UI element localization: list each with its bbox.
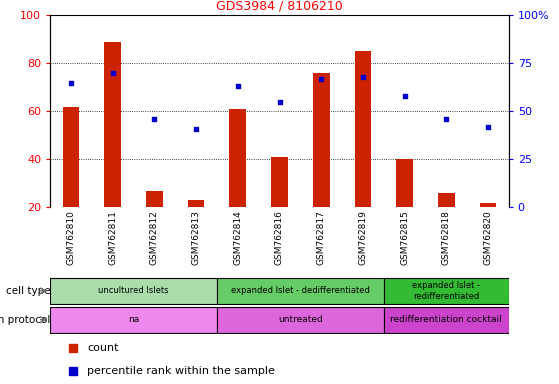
Text: redifferentiation cocktail: redifferentiation cocktail bbox=[390, 315, 502, 324]
Point bbox=[358, 74, 367, 80]
Bar bbox=[188, 200, 205, 207]
Point bbox=[192, 126, 201, 132]
Point bbox=[484, 124, 492, 130]
Text: na: na bbox=[128, 315, 139, 324]
Bar bbox=[396, 159, 413, 207]
Bar bbox=[217, 307, 383, 333]
Bar bbox=[146, 190, 163, 207]
Text: expanded Islet - dedifferentiated: expanded Islet - dedifferentiated bbox=[231, 286, 369, 295]
Bar bbox=[271, 157, 288, 207]
Text: untreated: untreated bbox=[278, 315, 323, 324]
Bar bbox=[354, 51, 371, 207]
Bar bbox=[63, 107, 79, 207]
Bar bbox=[105, 42, 121, 207]
Bar bbox=[230, 109, 246, 207]
Bar bbox=[383, 278, 509, 304]
Title: GDS3984 / 8106210: GDS3984 / 8106210 bbox=[216, 0, 343, 13]
Text: uncultured Islets: uncultured Islets bbox=[98, 286, 169, 295]
Text: expanded Islet -
redifferentiated: expanded Islet - redifferentiated bbox=[412, 281, 480, 301]
Point bbox=[442, 116, 451, 122]
Point bbox=[67, 79, 75, 86]
Bar bbox=[50, 307, 217, 333]
Bar bbox=[50, 278, 217, 304]
Bar bbox=[480, 203, 496, 207]
Point bbox=[275, 99, 284, 105]
Bar bbox=[383, 307, 509, 333]
Bar bbox=[438, 193, 454, 207]
Point bbox=[317, 76, 326, 82]
Point bbox=[150, 116, 159, 122]
Text: growth protocol: growth protocol bbox=[0, 314, 50, 325]
Text: count: count bbox=[87, 343, 119, 353]
Point bbox=[108, 70, 117, 76]
Point bbox=[233, 83, 242, 89]
Text: cell type: cell type bbox=[6, 286, 50, 296]
Bar bbox=[217, 278, 383, 304]
Point bbox=[400, 93, 409, 99]
Bar bbox=[313, 73, 329, 207]
Text: percentile rank within the sample: percentile rank within the sample bbox=[87, 366, 275, 376]
